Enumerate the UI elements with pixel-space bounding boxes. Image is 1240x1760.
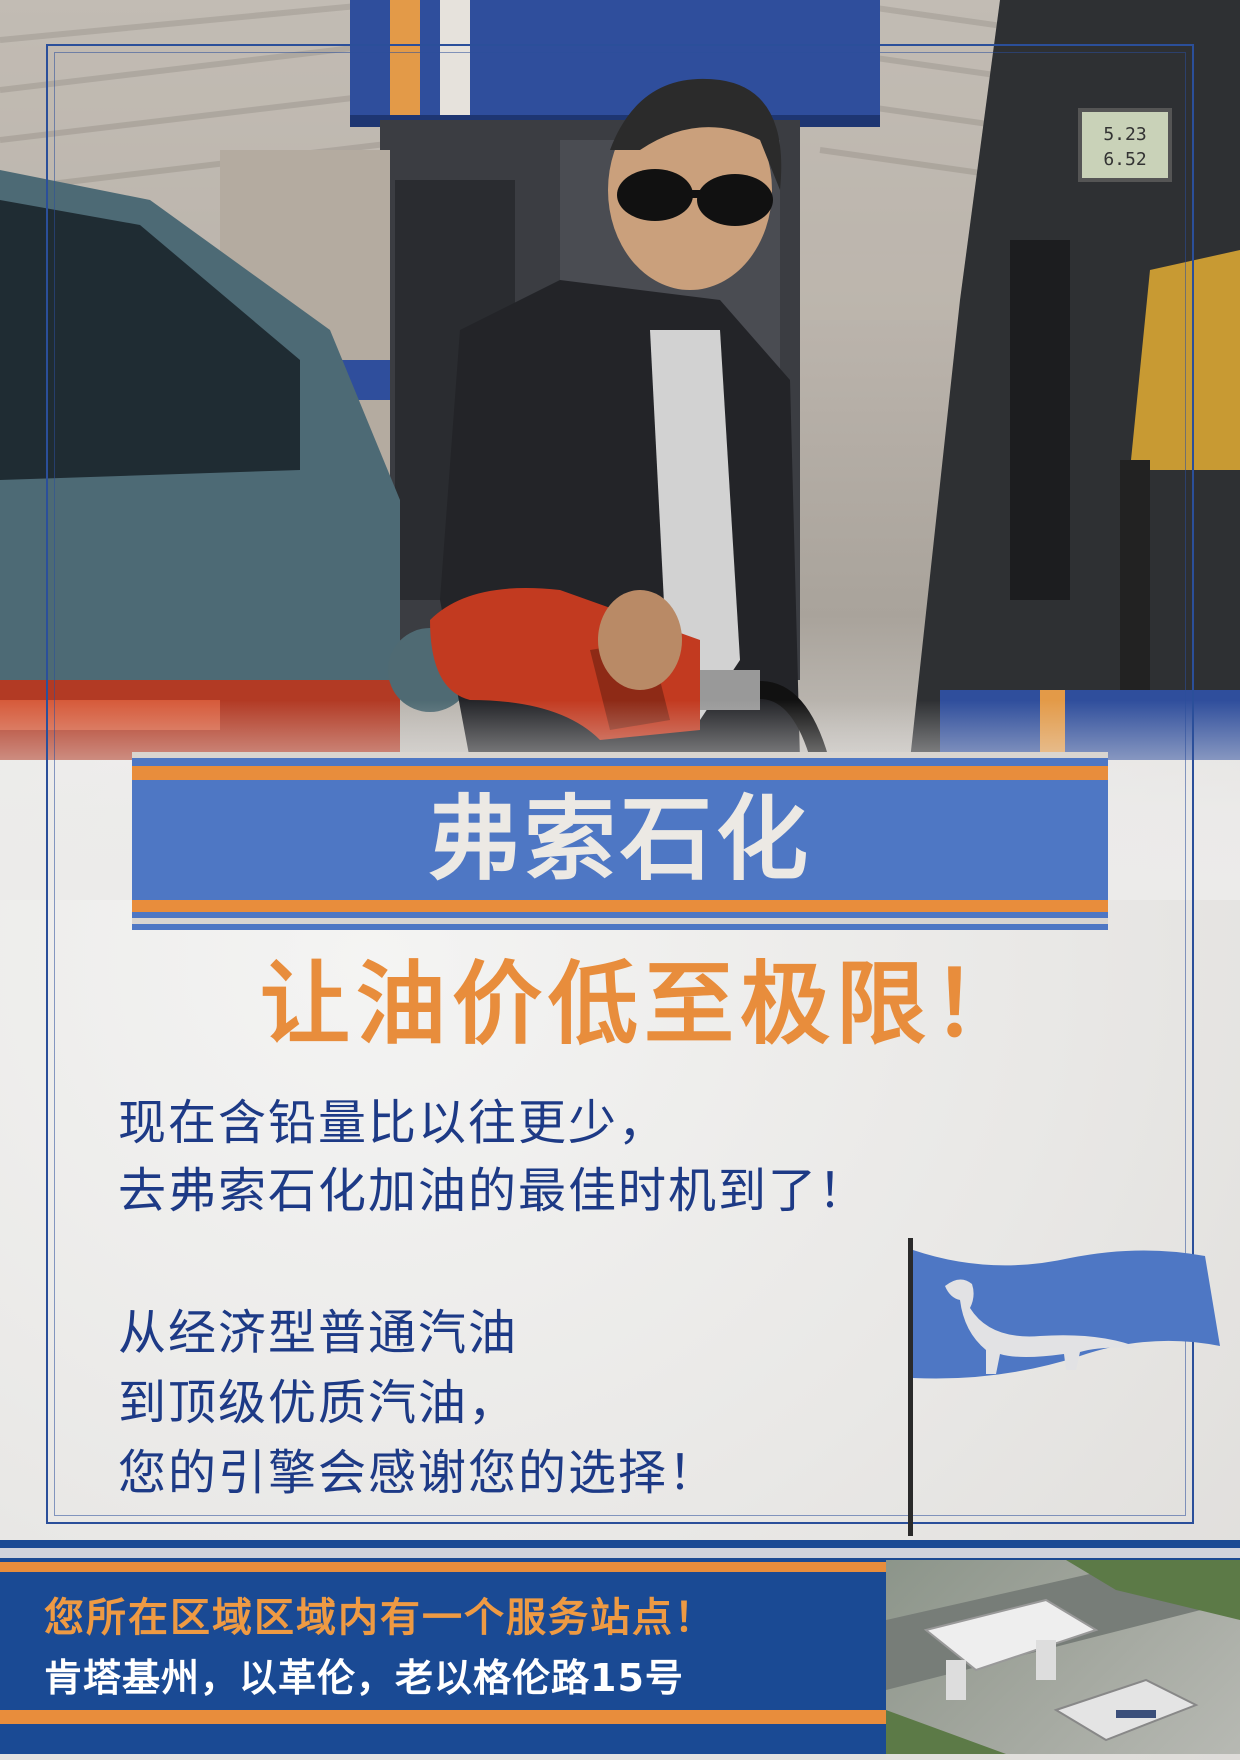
paragraph2-line1: 从经济型普通汽油 bbox=[118, 1305, 519, 1361]
poster-inner-border bbox=[54, 52, 1186, 1516]
paragraph2-line2: 到顶级优质汽油， bbox=[118, 1375, 519, 1431]
poster-border bbox=[46, 44, 1194, 1524]
pump-price-line1: 5.23 bbox=[1103, 124, 1146, 145]
pump-price-line2: 6.52 bbox=[1103, 149, 1146, 170]
paragraph2-line3: 您的引擎会感谢您的选择！ bbox=[118, 1445, 719, 1501]
station-map-thumbnail bbox=[886, 1560, 1240, 1754]
dinosaur-flag-icon bbox=[900, 1236, 1230, 1536]
footer-headline: 您所在区域区域内有一个服务站点！ bbox=[44, 1595, 716, 1641]
brand-banner bbox=[132, 752, 1108, 930]
paragraph1-line2: 去弗索石化加油的最佳时机到了！ bbox=[118, 1163, 869, 1219]
station-address: 肯塔基州，以革伦，老以格伦路15号 bbox=[44, 1656, 684, 1700]
gas-station-photo: 5.23 6.52 bbox=[0, 0, 1240, 880]
slogan: 让油价低至极限！ bbox=[260, 952, 1028, 1057]
brand-title: 弗索石化 bbox=[427, 786, 812, 893]
paragraph1-line1: 现在含铅量比以往更少， bbox=[118, 1095, 669, 1151]
